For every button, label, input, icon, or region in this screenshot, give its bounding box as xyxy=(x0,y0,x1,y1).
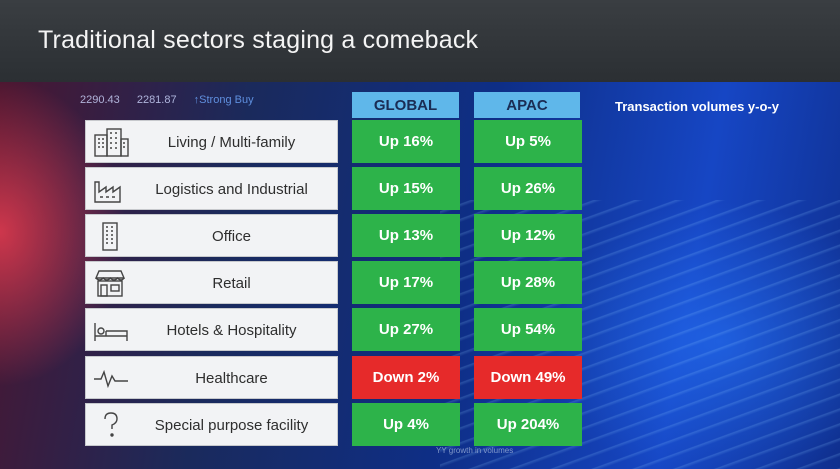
global-value-office: Up 13% xyxy=(352,214,460,257)
apac-value-logistics: Up 26% xyxy=(474,167,582,210)
sector-label-text: Special purpose facility xyxy=(154,417,309,434)
global-value-living: Up 16% xyxy=(352,120,460,163)
column-header-global: GLOBAL xyxy=(352,92,459,118)
sector-label-text: Retail xyxy=(212,275,251,292)
ticker-value-3: ↑Strong Buy xyxy=(193,94,254,106)
office-tower-icon xyxy=(92,221,130,251)
background-ticker: 2290.43 2281.87 ↑Strong Buy xyxy=(80,94,268,106)
global-value-healthcare: Down 2% xyxy=(352,356,460,399)
transaction-volumes-note: Transaction volumes y-o-y xyxy=(615,99,779,114)
sector-label-text: Healthcare xyxy=(195,370,268,387)
apac-value-hotels: Up 54% xyxy=(474,308,582,351)
apartment-buildings-icon xyxy=(92,127,130,157)
storefront-icon xyxy=(92,268,130,298)
sector-label-special-purpose: Special purpose facility xyxy=(85,403,338,446)
apac-value-special-purpose: Up 204% xyxy=(474,403,582,446)
global-value-retail: Up 17% xyxy=(352,261,460,304)
ticker-value-1: 2290.43 xyxy=(80,94,120,106)
slide-title: Traditional sectors staging a comeback xyxy=(38,26,479,54)
apac-value-healthcare: Down 49% xyxy=(474,356,582,399)
factory-icon xyxy=(92,174,130,204)
sector-label-office: Office xyxy=(85,214,338,257)
global-value-hotels: Up 27% xyxy=(352,308,460,351)
heartbeat-icon xyxy=(92,363,130,393)
apac-value-living: Up 5% xyxy=(474,120,582,163)
question-mark-icon xyxy=(92,410,130,440)
ticker-value-2: 2281.87 xyxy=(136,94,177,106)
footnote: YY growth in volumes xyxy=(436,446,514,455)
sector-label-logistics: Logistics and Industrial xyxy=(85,167,338,210)
sector-label-retail: Retail xyxy=(85,261,338,304)
apac-value-office: Up 12% xyxy=(474,214,582,257)
bed-icon xyxy=(92,315,130,345)
global-value-logistics: Up 15% xyxy=(352,167,460,210)
sector-label-healthcare: Healthcare xyxy=(85,356,338,399)
sector-label-text: Living / Multi-family xyxy=(167,134,296,151)
apac-value-retail: Up 28% xyxy=(474,261,582,304)
sector-label-living: Living / Multi-family xyxy=(85,120,338,163)
sector-label-text: Logistics and Industrial xyxy=(155,181,308,198)
sector-label-text: Office xyxy=(212,228,251,245)
global-value-special-purpose: Up 4% xyxy=(352,403,460,446)
column-header-apac: APAC xyxy=(474,92,580,118)
sector-label-text: Hotels & Hospitality xyxy=(166,322,297,339)
title-bar: Traditional sectors staging a comeback xyxy=(0,0,840,82)
sector-label-hotels: Hotels & Hospitality xyxy=(85,308,338,351)
